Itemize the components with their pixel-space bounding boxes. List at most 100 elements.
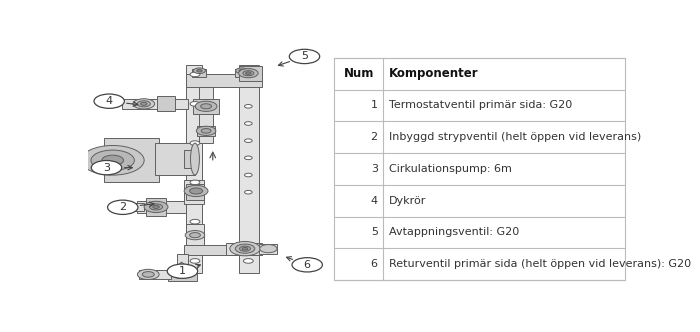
Circle shape [201,104,211,109]
Text: 1: 1 [179,266,186,276]
Circle shape [94,94,125,108]
Circle shape [193,68,205,73]
Circle shape [144,201,168,212]
Bar [168,268,197,281]
Text: 5: 5 [301,51,308,61]
Bar [186,224,204,245]
Bar [158,97,175,111]
Bar [184,245,262,255]
Text: 6: 6 [371,259,378,269]
Text: Inbyggd strypventil (helt öppen vid leverans): Inbyggd strypventil (helt öppen vid leve… [389,132,640,142]
Circle shape [289,49,320,64]
Bar [239,66,262,81]
Bar [137,201,186,213]
Circle shape [190,180,200,185]
Circle shape [190,219,200,224]
Circle shape [142,272,154,277]
Circle shape [244,191,252,194]
Bar [155,143,195,175]
Text: 5: 5 [371,227,378,237]
Text: Komponenter: Komponenter [389,67,478,80]
Circle shape [91,160,122,175]
Circle shape [235,244,255,253]
Circle shape [196,126,216,135]
Circle shape [190,102,200,106]
Circle shape [244,139,252,142]
Circle shape [239,246,251,251]
Text: 4: 4 [370,196,378,206]
Text: 3: 3 [371,164,378,174]
Text: Num: Num [344,67,374,80]
Bar [260,244,277,254]
Circle shape [201,128,211,133]
Circle shape [236,68,248,73]
Circle shape [173,270,190,279]
Bar [197,126,215,136]
Circle shape [242,247,248,250]
Circle shape [102,155,123,165]
Text: 4: 4 [106,96,113,106]
Circle shape [190,259,200,263]
Circle shape [292,258,323,272]
Bar [335,58,624,280]
Circle shape [190,141,200,145]
Bar [139,270,171,279]
Bar [104,138,160,182]
Bar [239,65,260,273]
Circle shape [244,122,252,125]
Polygon shape [173,262,190,270]
Circle shape [81,145,144,175]
Ellipse shape [190,143,199,175]
Bar [122,99,188,109]
Bar [146,198,166,215]
Text: 1: 1 [371,100,378,111]
Text: Dykrör: Dykrör [389,196,426,206]
Bar [186,184,204,200]
Circle shape [141,102,147,105]
Bar [184,150,197,168]
Circle shape [239,69,244,72]
Circle shape [244,173,252,177]
Circle shape [230,241,260,256]
Bar [184,180,204,205]
Bar [122,203,144,210]
Circle shape [246,72,251,74]
Bar [234,69,248,77]
Text: 2: 2 [370,132,378,142]
Text: 6: 6 [304,260,311,270]
Circle shape [150,204,162,210]
Circle shape [190,72,200,77]
Bar [177,254,188,273]
Circle shape [137,101,150,107]
Circle shape [91,150,134,171]
Circle shape [153,206,160,208]
Circle shape [121,205,131,209]
Circle shape [190,188,202,194]
Circle shape [260,245,277,253]
Text: Avtappningsventil: G20: Avtappningsventil: G20 [389,227,519,237]
Circle shape [186,230,204,240]
Circle shape [118,203,134,211]
Circle shape [244,72,253,77]
Circle shape [167,264,197,278]
Text: 2: 2 [119,202,126,212]
Bar [199,87,213,143]
Circle shape [243,71,254,76]
Text: Returventil primär sida (helt öppen vid leverans): G20: Returventil primär sida (helt öppen vid … [389,259,691,269]
Text: Cirkulationspump: 6m: Cirkulationspump: 6m [389,164,512,174]
Circle shape [190,233,200,238]
Circle shape [108,200,138,214]
Bar [226,242,262,255]
Text: Termostatventil primär sida: G20: Termostatventil primär sida: G20 [389,100,572,111]
Bar [186,74,262,87]
Circle shape [137,269,159,280]
Bar [186,65,202,273]
Bar [193,99,219,114]
Circle shape [197,69,202,72]
Bar [193,69,206,77]
Circle shape [184,185,208,197]
Text: 3: 3 [103,163,110,173]
Circle shape [133,99,155,109]
Circle shape [239,69,258,78]
Circle shape [244,105,252,108]
